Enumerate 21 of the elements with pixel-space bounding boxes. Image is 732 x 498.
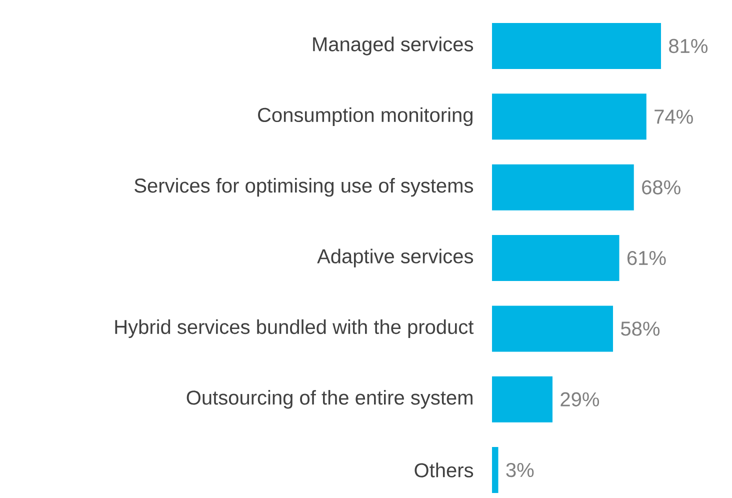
data-label: 58% bbox=[621, 322, 660, 336]
y-tick-label: Managed services bbox=[313, 36, 474, 56]
data-label: 3% bbox=[506, 462, 534, 478]
bar bbox=[492, 164, 634, 210]
bar bbox=[492, 235, 620, 282]
bar bbox=[492, 447, 498, 494]
y-tick-label: Outsourcing of the entire system bbox=[186, 390, 472, 409]
data-label: 68% bbox=[642, 180, 680, 194]
data-label: 29% bbox=[560, 392, 600, 406]
y-tick-label: Consumption monitoring bbox=[258, 107, 472, 126]
data-label: 61% bbox=[627, 250, 666, 266]
bar bbox=[492, 376, 553, 422]
data-label: 74% bbox=[654, 110, 693, 124]
y-tick-label: Adaptive services bbox=[317, 248, 474, 268]
bar bbox=[492, 306, 614, 352]
y-tick-label: Services for optimising use of systems bbox=[134, 178, 474, 197]
bar bbox=[492, 23, 661, 70]
y-tick-label: Others bbox=[414, 462, 474, 478]
y-tick-label: Hybrid services bundled with the product bbox=[115, 319, 474, 338]
data-label: 81% bbox=[669, 38, 708, 54]
bar bbox=[492, 94, 646, 140]
